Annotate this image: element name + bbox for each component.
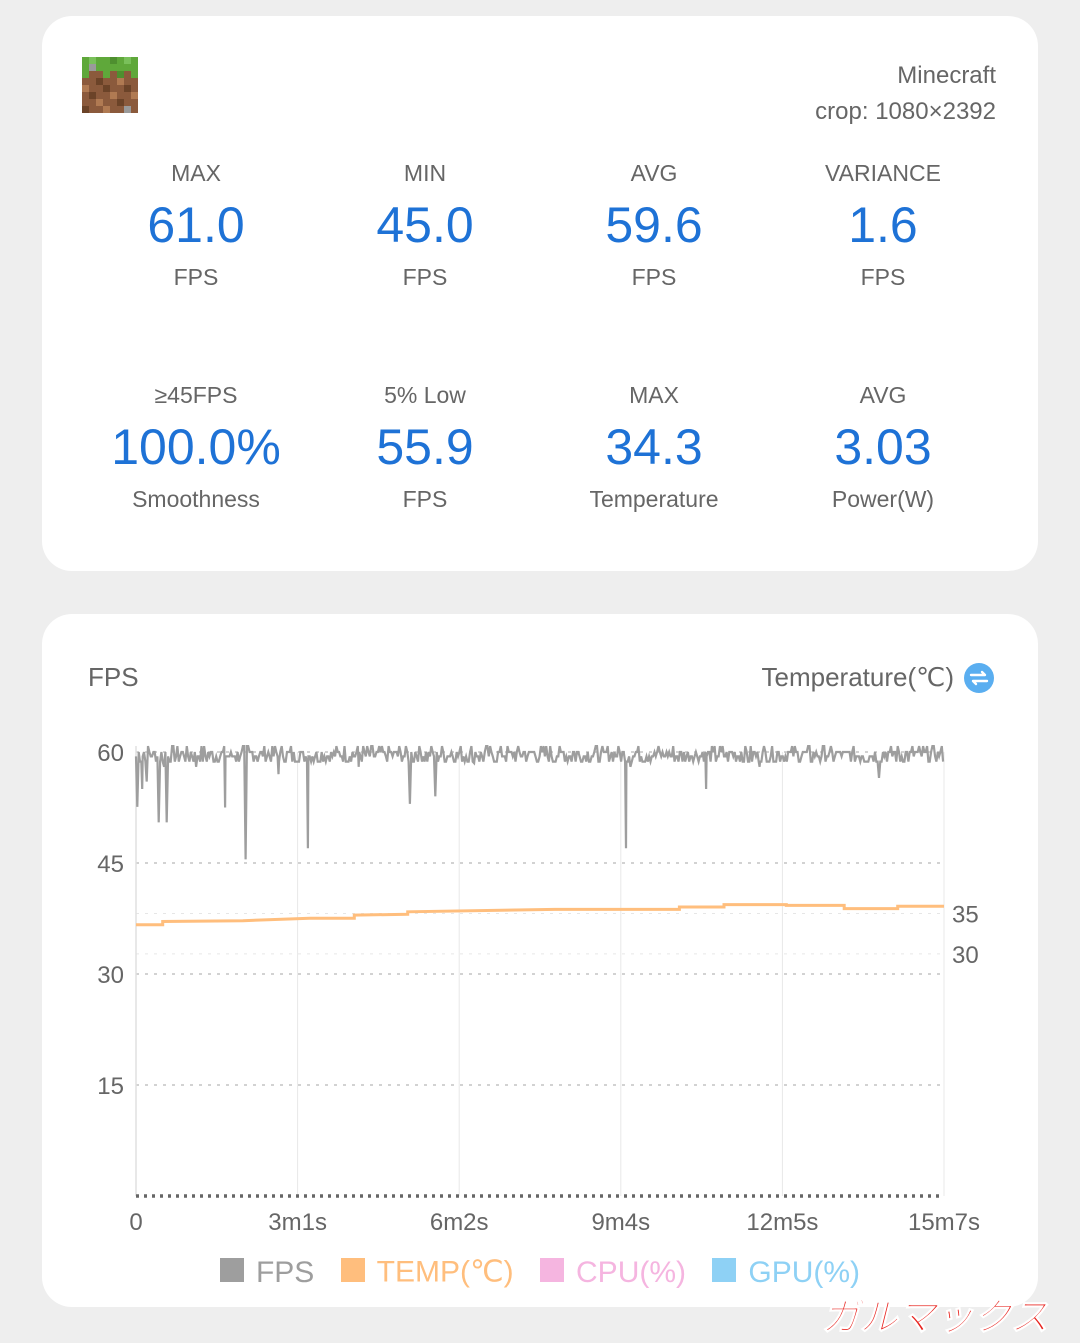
svg-text:ガルマックス: ガルマックス [822, 1295, 1049, 1338]
stat-label: MIN [403, 160, 447, 186]
y-right-tick-label: 35 [952, 901, 979, 928]
stat-label: MAX [629, 382, 679, 408]
stat-value: 34.3 [605, 419, 703, 475]
x-tick-label: 12m5s [746, 1209, 818, 1236]
stat-value: 61.0 [147, 197, 245, 253]
stat-max-fps: MAX 61.0 FPS [81, 158, 311, 292]
stat-value: 1.6 [848, 197, 918, 253]
stat-unit: FPS [860, 264, 906, 290]
left-axis-title: FPS [88, 662, 139, 692]
stat-unit: Power(W) [831, 486, 935, 512]
stat-variance-fps: VARIANCE 1.6 FPS [768, 158, 998, 292]
stat-value: 45.0 [376, 197, 474, 253]
x-tick-label: 6m2s [430, 1209, 489, 1236]
stat-min-fps: MIN 45.0 FPS [310, 158, 540, 292]
legend-gpu[interactable]: GPU(%) [712, 1255, 860, 1290]
stat-unit: FPS [173, 264, 219, 290]
crop-resolution: crop: 1080×2392 [815, 98, 996, 125]
stat-unit: FPS [402, 486, 448, 512]
legend-label: CPU(%) [576, 1255, 687, 1289]
y-left-tick-label: 15 [97, 1073, 124, 1100]
legend-swatch [712, 1258, 737, 1283]
fps-series-line [134, 745, 945, 860]
legend-swatch [340, 1257, 365, 1282]
x-tick-label: 3m1s [268, 1209, 327, 1236]
watermark-logo: ガルマックス [821, 1295, 1049, 1339]
stat-value: 59.6 [605, 197, 703, 253]
stat-label: AVG [630, 160, 678, 186]
stat-unit: FPS [631, 264, 677, 290]
legend-label: TEMP(℃) [376, 1255, 514, 1289]
stat-max-temperature: MAX 34.3 Temperature [539, 380, 769, 514]
legend-temp[interactable]: TEMP(℃) [340, 1254, 514, 1290]
x-tick-label: 15m7s [908, 1209, 980, 1236]
stat-unit: Temperature [589, 486, 719, 512]
y-left-tick-label: 30 [97, 962, 124, 989]
y-left-tick-label: 60 [97, 740, 124, 767]
stat-avg-power: AVG 3.03 Power(W) [768, 380, 998, 514]
y-left-tick-label: 45 [97, 851, 124, 878]
stat-avg-fps: AVG 59.6 FPS [539, 158, 769, 292]
legend-swatch [219, 1258, 244, 1283]
x-tick-label: 9m4s [591, 1209, 650, 1236]
app-name: Minecraft [897, 62, 996, 89]
right-axis-title: Temperature(℃) [761, 662, 954, 692]
chart-legend: FPS TEMP(℃) CPU(%) GPU(%) [42, 1254, 1038, 1290]
stat-label: VARIANCE [825, 160, 941, 186]
x-tick-label: 0 [129, 1209, 142, 1236]
summary-card: Minecraft crop: 1080×2392 MAX 61.0 FPS M… [42, 16, 1038, 571]
performance-chart: 0 3m1s 6m2s 9m4s 12m5s 15m7s 60 45 30 15 35 30 [97, 740, 980, 1236]
chart-card: FPS Temperature(℃) 0 3m1s 6m2s 9m4s 12m5s 15m… [42, 614, 1038, 1307]
stat-label: AVG [859, 382, 907, 408]
legend-swatch [540, 1258, 565, 1283]
stat-smoothness: ≥45FPS 100.0% Smoothness [81, 380, 311, 514]
stat-value: 100.0% [111, 419, 281, 475]
y-right-tick-label: 30 [952, 942, 979, 969]
temperature-series-line [136, 903, 944, 927]
stat-unit: Smoothness [132, 486, 260, 512]
stat-label: MAX [171, 160, 221, 186]
legend-cpu[interactable]: CPU(%) [540, 1255, 686, 1290]
legend-fps[interactable]: FPS [219, 1255, 315, 1290]
legend-label: FPS [255, 1255, 315, 1289]
stat-unit: FPS [402, 264, 448, 290]
stat-label: ≥45FPS [154, 382, 238, 408]
swap-axis-icon[interactable] [964, 663, 994, 693]
stat-value: 55.9 [376, 419, 474, 475]
stat-5pct-low: 5% Low 55.9 FPS [310, 380, 540, 514]
stat-label: 5% Low [384, 382, 466, 408]
stat-value: 3.03 [834, 419, 932, 475]
minecraft-grass-block-icon [82, 57, 138, 113]
legend-label: GPU(%) [748, 1255, 861, 1289]
